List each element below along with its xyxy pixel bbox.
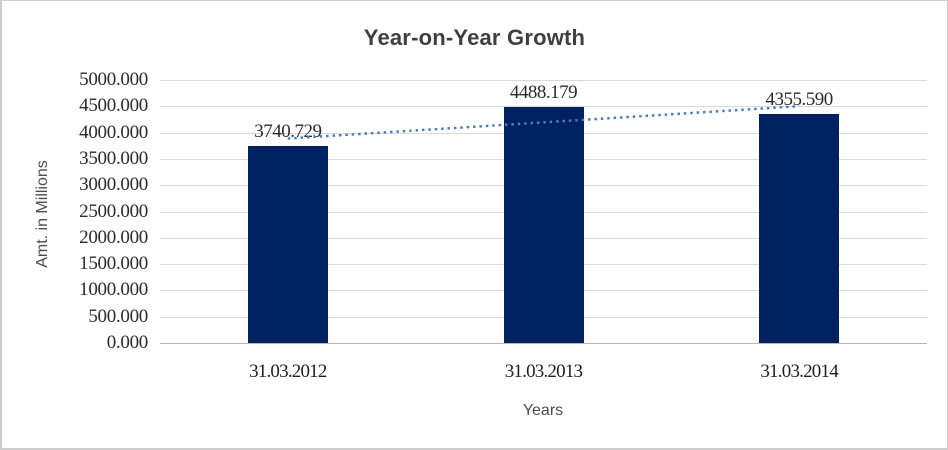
bar-31.03.2013 xyxy=(503,106,584,343)
y-gridline xyxy=(160,106,927,108)
x-axis-line xyxy=(160,343,927,344)
bar-data-label: 4488.179 xyxy=(509,81,578,103)
bar-31.03.2014 xyxy=(759,113,840,343)
y-axis-tick-label: 500.000 xyxy=(88,305,148,327)
trendline xyxy=(287,104,800,140)
y-axis-tick-label: 1000.000 xyxy=(79,279,148,301)
bar-data-label: 4355.590 xyxy=(765,88,834,110)
y-gridline xyxy=(160,80,927,81)
bar-31.03.2012 xyxy=(247,146,328,343)
y-axis-tick-label: 2000.000 xyxy=(79,226,148,248)
x-axis-tick-label: 31.03.2013 xyxy=(504,361,583,382)
x-axis-tick-label: 31.03.2014 xyxy=(760,361,838,382)
y-axis-tick-label: 1500.000 xyxy=(79,253,148,275)
chart-title: Year-on-Year Growth xyxy=(363,25,586,50)
y-axis-tick-label: 2500.000 xyxy=(79,200,148,222)
x-axis-title: Years xyxy=(522,402,564,419)
y-axis-tick-label: 4000.000 xyxy=(79,121,148,143)
plot-area: 3740.729 4488.179 4355.590 xyxy=(160,80,927,344)
y-axis-tick-label: 3000.000 xyxy=(79,174,148,196)
y-axis-tick-label: 0.000 xyxy=(106,332,149,353)
y-axis-tick-label: 4500.000 xyxy=(79,95,148,117)
x-axis-tick-label: 31.03.2012 xyxy=(249,361,327,382)
trendline-path xyxy=(287,104,800,140)
y-axis-tick-label: 3500.000 xyxy=(79,147,148,169)
y-axis-tick-label: 5000.000 xyxy=(79,69,148,90)
bar-data-label: 3740.729 xyxy=(254,121,322,143)
